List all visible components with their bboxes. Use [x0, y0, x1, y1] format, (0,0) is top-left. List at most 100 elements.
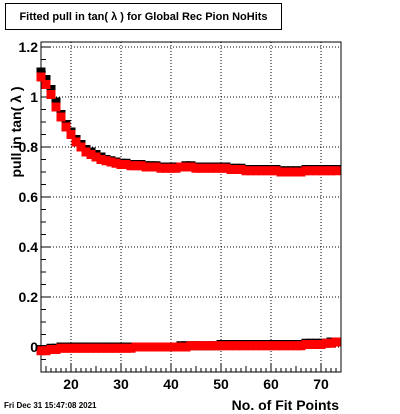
series-red-lower-point	[321, 338, 331, 348]
series-red-upper-point	[111, 158, 121, 168]
timestamp: Fri Dec 31 15:47:08 2021	[4, 401, 97, 410]
x-tick-label: 20	[63, 376, 79, 392]
series-red-lower-point	[301, 340, 311, 349]
series-red-lower-point	[241, 341, 251, 351]
series-red-lower-point	[71, 343, 81, 353]
series-red-upper-point	[116, 160, 126, 169]
grid-lines	[41, 42, 341, 372]
series-red-upper-point	[256, 166, 266, 176]
series-red-upper-point	[311, 166, 321, 176]
series-red-lower-point	[281, 341, 291, 351]
series-red-lower-point	[146, 342, 156, 352]
y-axis-title: pull in tan( λ )	[8, 87, 24, 178]
series-red-upper-point	[56, 112, 66, 122]
series-red-lower-point	[296, 341, 306, 351]
chart-title-box: Fitted pull in tan( λ ) for Global Rec P…	[5, 3, 282, 30]
series-red-lower-point	[231, 341, 241, 351]
series-red-lower-point	[56, 343, 66, 353]
series-red-upper-point	[106, 157, 116, 167]
series-red-upper-point	[76, 142, 86, 152]
series-red-upper-point	[251, 166, 261, 176]
series-red-lower-point	[286, 341, 296, 351]
series-red-lower-point	[191, 341, 201, 351]
series-red-lower-point	[256, 341, 266, 351]
series-red-upper-point	[176, 162, 186, 172]
y-tick-label: 1	[30, 89, 38, 105]
chart-title: Fitted pull in tan( λ ) for Global Rec P…	[19, 10, 268, 23]
series-red-upper-point	[51, 102, 61, 112]
series-red-lower-point	[91, 343, 101, 353]
series-red-lower-point	[326, 338, 336, 348]
series-black-upper-point	[51, 97, 61, 107]
series-red-lower-point	[106, 343, 116, 353]
series-red-lower-point	[221, 341, 231, 351]
series-red-upper-point	[186, 162, 196, 172]
series-red-lower-point	[316, 340, 326, 349]
series-red-lower-point	[36, 346, 46, 356]
series-black-upper-point	[46, 85, 56, 94]
series-red-upper-point	[236, 165, 246, 174]
series-red-lower-point	[276, 341, 286, 351]
series-red-upper-point	[141, 162, 151, 172]
series-red-lower-point	[171, 342, 181, 352]
series-red-upper-point	[246, 166, 256, 176]
series-red-lower-point	[66, 343, 76, 353]
series-red-upper-point	[126, 161, 136, 171]
series-red-lower-point	[261, 341, 271, 351]
series-red-upper-point	[151, 162, 161, 172]
series-red-upper-point	[261, 166, 271, 176]
plot-frame	[40, 41, 342, 373]
series-red-upper-point	[71, 137, 81, 147]
series-red-lower-point	[206, 341, 216, 351]
series-red-lower-point	[51, 345, 61, 354]
series-red-lower-point	[161, 342, 171, 352]
y-tick-label: 0.6	[19, 189, 39, 205]
series-red-lower-point	[166, 342, 176, 352]
series-red-upper-point	[201, 163, 211, 173]
series-red-lower-point	[136, 342, 146, 352]
series-red-upper-point	[291, 167, 301, 177]
series-red-lower-point	[211, 341, 221, 351]
x-tick-label: 70	[313, 376, 329, 392]
series-red-lower-point	[331, 337, 341, 347]
series-red-upper-point	[281, 167, 291, 177]
series-red-lower-point	[306, 340, 316, 349]
series-red-upper-point	[41, 80, 51, 89]
series-red-upper-point	[81, 147, 91, 157]
series-red-upper-point	[321, 166, 331, 176]
series-red-lower-point	[111, 343, 121, 353]
x-tick-label: 60	[263, 376, 279, 392]
series-red-lower-point	[61, 343, 71, 353]
series-red-upper-point	[196, 163, 206, 173]
series-red-upper-point	[286, 167, 296, 177]
series-red-lower-point	[151, 342, 161, 352]
series-red-lower-point	[96, 343, 106, 353]
y-tick-label: 0.4	[19, 239, 39, 255]
series-red-lower-point	[126, 343, 136, 353]
series-red-lower-point	[156, 342, 166, 352]
series-red-upper-point	[91, 152, 101, 162]
series-red-upper-point	[271, 166, 281, 176]
series-red-lower-point	[41, 346, 51, 356]
series-black-upper-point	[41, 75, 51, 84]
series-red-upper-point	[161, 163, 171, 173]
series-red-upper-point	[191, 163, 201, 173]
series-red-upper-point	[296, 167, 306, 177]
x-axis-title: No. of Fit Points	[232, 397, 340, 413]
series-red-lower-point	[176, 342, 186, 352]
tick-labels: 20 30 40 50 60 70 0 0.2 0.4 0.6 0.8 1 1.2	[19, 39, 329, 392]
series-red-lower-point	[186, 341, 196, 351]
series-red-lower-point	[196, 341, 206, 351]
series-red-lower-point	[291, 341, 301, 351]
series-red-upper-point	[101, 156, 111, 166]
y-tick-label: 0.2	[19, 289, 39, 305]
series-red-lower-point	[121, 343, 131, 353]
series-red-upper-point	[181, 162, 191, 172]
series-red-lower-point	[116, 343, 126, 353]
series-red-markers	[36, 72, 341, 356]
series-red-lower-point	[226, 341, 236, 351]
series-red-upper-point	[61, 122, 71, 132]
series-red-lower-point	[311, 340, 321, 349]
series-red-upper-point	[66, 130, 76, 139]
x-tick-label: 40	[163, 376, 179, 392]
